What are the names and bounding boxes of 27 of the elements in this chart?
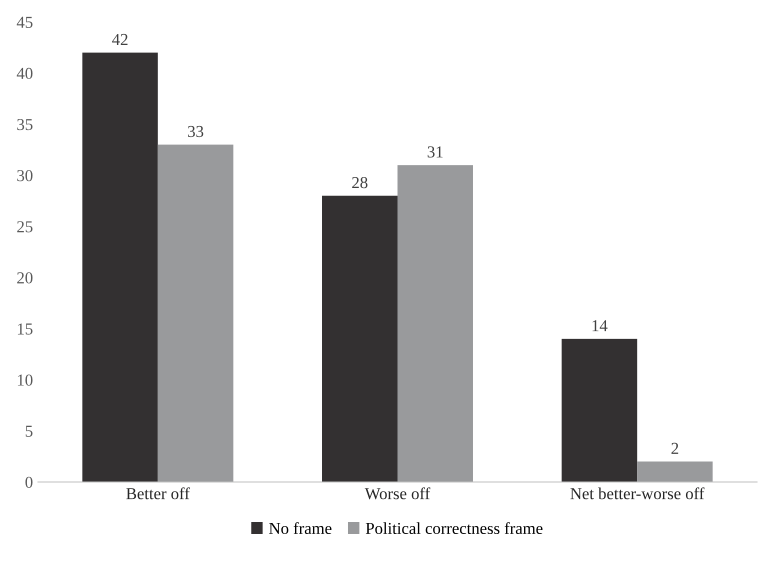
- y-tick-label: 40: [16, 68, 33, 80]
- data-label: 14: [592, 320, 608, 332]
- x-tick-label: Better off: [126, 487, 190, 500]
- data-label: 33: [188, 126, 204, 138]
- data-label: 31: [428, 146, 443, 158]
- data-label: 42: [112, 34, 128, 45]
- bar: [637, 462, 713, 482]
- x-tick-label: Net better-worse off: [570, 487, 704, 500]
- bar: [322, 196, 398, 482]
- y-tick-label: 10: [18, 374, 33, 386]
- bar: [158, 144, 234, 482]
- x-tick-label: Worse off: [364, 487, 430, 500]
- bar: [562, 338, 638, 482]
- bar: [82, 52, 158, 482]
- data-label: 2: [671, 442, 678, 454]
- legend-label: Political correctness frame: [366, 522, 542, 534]
- y-tick-label: 5: [26, 426, 32, 437]
- legend-label: No frame: [269, 522, 332, 534]
- y-tick-label: 30: [17, 170, 33, 182]
- y-tick-label: 0: [25, 476, 33, 488]
- y-tick-label: 25: [17, 221, 32, 232]
- data-label: 28: [352, 176, 368, 188]
- y-tick-label: 20: [17, 272, 33, 284]
- y-tick-label: 35: [17, 118, 32, 130]
- y-tick-label: 15: [18, 323, 32, 335]
- y-tick-label: 45: [16, 16, 32, 28]
- bar: [398, 165, 473, 482]
